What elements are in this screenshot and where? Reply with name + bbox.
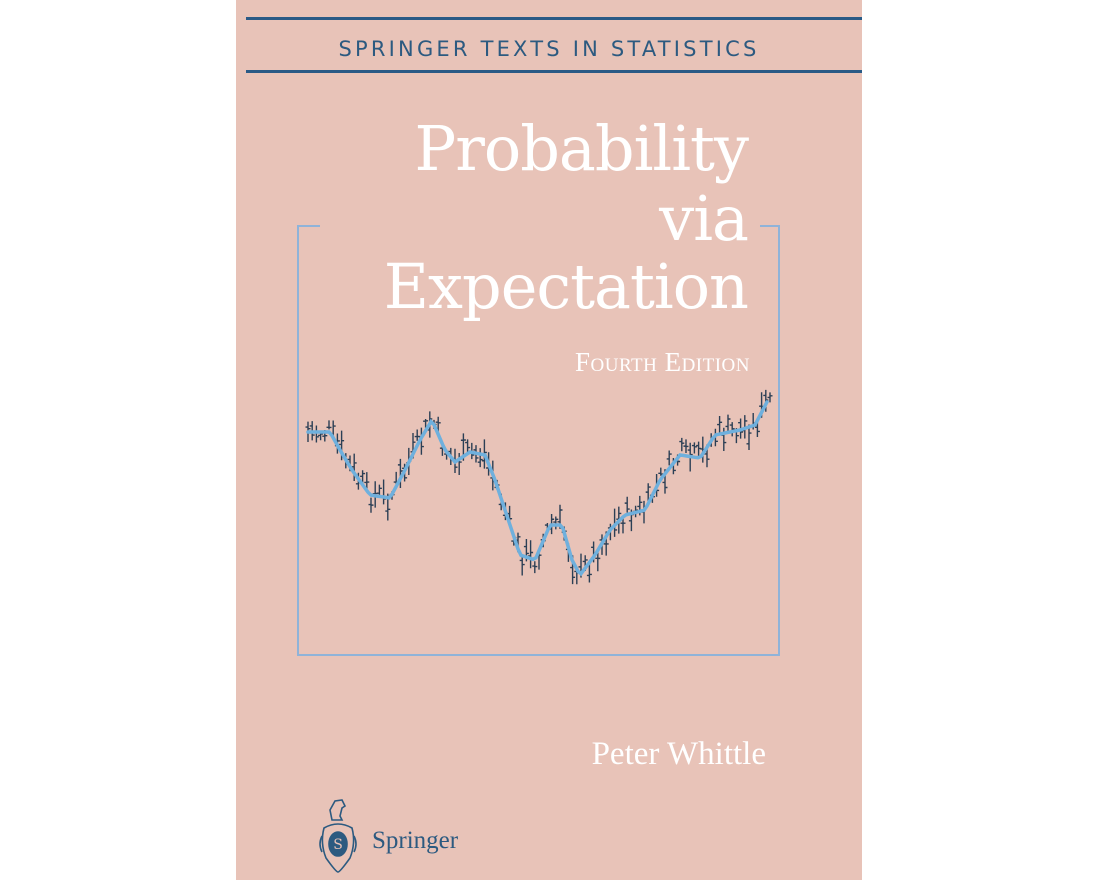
price-bar: [679, 437, 685, 452]
price-bar: [691, 442, 697, 454]
price-bar: [477, 448, 483, 468]
svg-text:S: S: [333, 837, 343, 853]
top-rule: [246, 17, 862, 20]
price-bar: [532, 561, 538, 574]
price-bar: [519, 556, 525, 576]
price-bar: [683, 439, 689, 453]
frame-bracket: [297, 225, 780, 656]
price-bar: [381, 479, 387, 505]
series-name: SPRINGER TEXTS IN STATISTICS: [338, 37, 760, 61]
springer-knight-logo-icon: S: [319, 799, 357, 873]
price-bar: [528, 540, 534, 569]
price-bar: [368, 497, 374, 513]
price-bar: [364, 472, 370, 490]
price-bar: [620, 517, 626, 534]
author-name: Peter Whittle: [591, 736, 766, 772]
price-bar: [360, 470, 366, 484]
bottom-rule: [246, 70, 862, 73]
title-line-3: Expectation: [383, 250, 749, 323]
book-cover: SPRINGER TEXTS IN STATISTICS Probability…: [236, 0, 862, 880]
title-line-1: Probability: [414, 112, 749, 185]
edition-label: Fourth Edition: [575, 347, 750, 377]
price-bar: [313, 425, 319, 443]
trend-line: [306, 400, 769, 577]
cover-illustration: S: [297, 225, 780, 873]
price-bar: [397, 458, 403, 488]
price-bar: [666, 450, 672, 466]
publisher-name: Springer: [372, 827, 459, 854]
price-bar: [423, 418, 429, 428]
price-bar: [326, 420, 332, 430]
price-bar: [729, 422, 735, 437]
title-line-2: via: [659, 182, 749, 255]
price-bar: [717, 415, 723, 435]
price-bar: [553, 516, 559, 530]
price-bar: [624, 496, 630, 513]
price-bar: [767, 392, 773, 403]
price-bar: [645, 483, 651, 502]
price-bar: [725, 414, 731, 433]
